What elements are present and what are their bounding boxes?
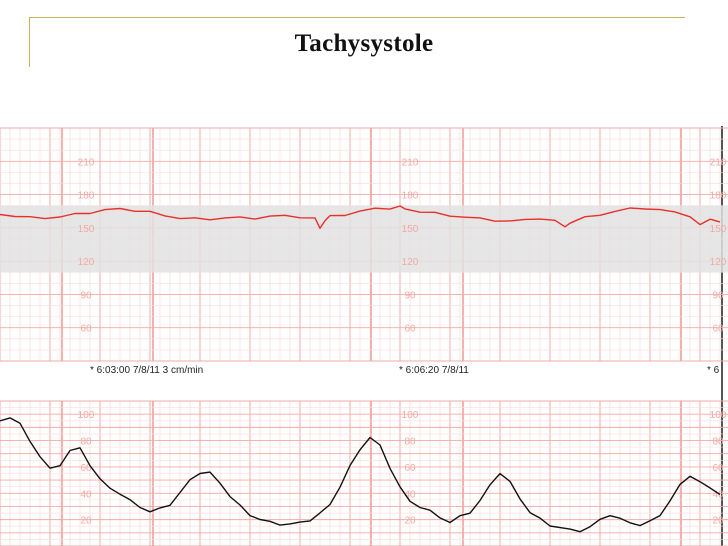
y-tick-label: 100 [710, 410, 727, 421]
strip-grid [0, 126, 723, 546]
y-tick-label: 20 [80, 516, 92, 527]
y-tick-label: 40 [80, 489, 92, 500]
fhr-panel: 60 90 120 150 180 210 60 90 120 150 180 210 60 90 120 1… [0, 127, 728, 362]
y-tick-label: 150 [710, 224, 727, 235]
y-tick-label: 60 [712, 324, 724, 335]
y-tick-label: 80 [712, 437, 724, 448]
ctg-strip: 60 90 120 150 180 210 60 90 120 150 180 210 60 90 120 1… [0, 126, 728, 546]
y-tick-label: 180 [402, 191, 419, 202]
y-tick-label: 40 [404, 489, 416, 500]
y-tick-label: 80 [80, 437, 92, 448]
y-tick-label: 120 [78, 257, 95, 268]
y-tick-label: 40 [712, 489, 724, 500]
y-tick-label: 90 [404, 290, 416, 301]
timestamp-label: * 6:03:00 7/8/11 3 cm/min [90, 365, 203, 376]
y-tick-label: 210 [710, 157, 727, 168]
y-tick-label: 60 [712, 463, 724, 474]
y-tick-label: 120 [710, 257, 727, 268]
y-tick-label: 20 [712, 516, 724, 527]
timestamp-label: * 6:06:20 7/8/11 [399, 365, 469, 376]
uterine-activity-trace [0, 417, 721, 533]
y-tick-label: 150 [402, 224, 419, 235]
y-tick-label: 150 [78, 224, 95, 235]
y-tick-label: 60 [404, 324, 416, 335]
y-tick-label: 90 [712, 290, 724, 301]
y-tick-label: 100 [78, 410, 95, 421]
slide-title: Tachysystole [294, 30, 434, 57]
slide-frame-top [29, 17, 685, 18]
y-tick-label: 20 [404, 516, 416, 527]
y-tick-label: 180 [710, 191, 727, 202]
timestamp-label: * 6 [707, 365, 720, 376]
y-tick-label: 210 [402, 157, 419, 168]
y-tick-label: 90 [80, 290, 92, 301]
fetal-heart-rate-trace [0, 205, 721, 230]
slide-frame-left [29, 17, 30, 67]
y-tick-label: 80 [404, 437, 416, 448]
y-tick-label: 100 [402, 410, 419, 421]
y-tick-label: 180 [78, 191, 95, 202]
toco-panel: 20 40 60 80 100 20 40 60 80 100 20 40 60 80 100 [0, 400, 728, 546]
y-tick-label: 60 [404, 463, 416, 474]
timestamp-row: * 6:03:00 7/8/11 3 cm/min * 6:06:20 7/8/… [90, 365, 720, 376]
y-tick-label: 210 [78, 157, 95, 168]
y-tick-label: 60 [80, 324, 92, 335]
y-tick-label: 60 [80, 463, 92, 474]
normal-range-band [0, 205, 728, 273]
y-tick-label: 120 [402, 257, 419, 268]
